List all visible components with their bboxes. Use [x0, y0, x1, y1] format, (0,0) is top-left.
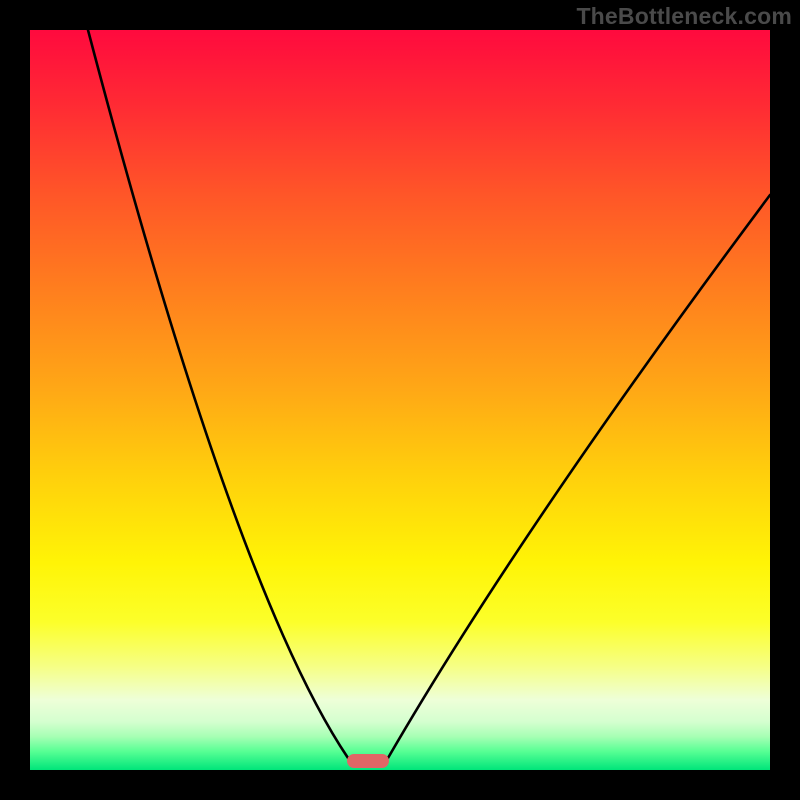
frame-right	[770, 0, 800, 800]
plot-area	[30, 30, 770, 770]
watermark-text: TheBottleneck.com	[576, 3, 792, 30]
gradient-background	[30, 30, 770, 770]
sweet-spot-marker	[347, 754, 389, 768]
frame-bottom	[0, 770, 800, 800]
frame-left	[0, 0, 30, 800]
chart-svg	[30, 30, 770, 770]
